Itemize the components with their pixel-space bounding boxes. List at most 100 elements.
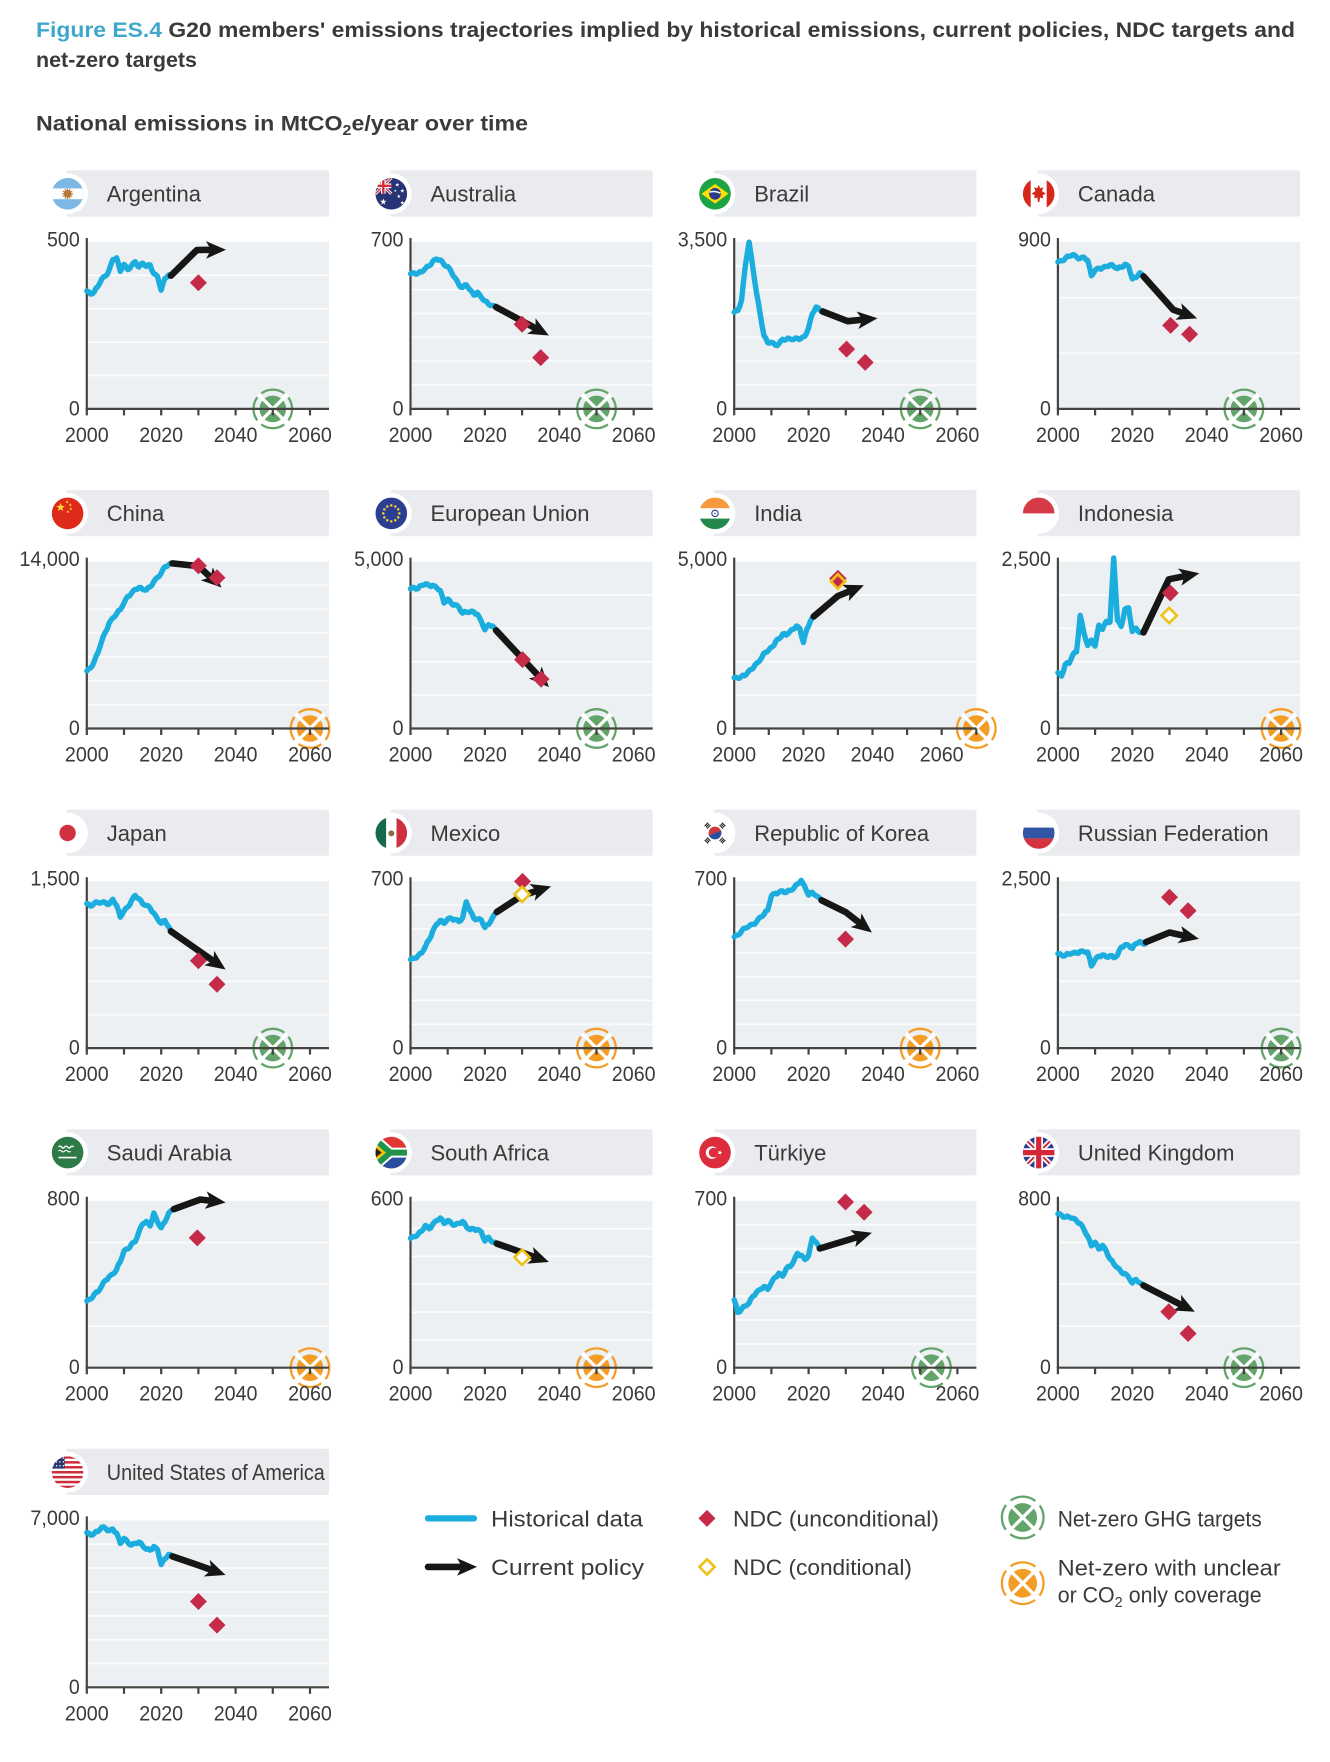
svg-text:700: 700 — [694, 867, 727, 891]
svg-text:0: 0 — [69, 1675, 80, 1699]
svg-text:2040: 2040 — [537, 1062, 581, 1086]
svg-text:2060: 2060 — [1259, 1382, 1303, 1406]
svg-text:2040: 2040 — [1185, 1382, 1229, 1406]
svg-text:2000: 2000 — [65, 1062, 109, 1086]
svg-text:2040: 2040 — [851, 743, 895, 767]
svg-text:2000: 2000 — [712, 423, 756, 447]
svg-text:Japan: Japan — [107, 821, 167, 846]
svg-text:2060: 2060 — [288, 743, 332, 767]
svg-text:2000: 2000 — [389, 423, 433, 447]
svg-text:2060: 2060 — [612, 1382, 656, 1406]
svg-text:2040: 2040 — [1185, 1062, 1229, 1086]
svg-text:2040: 2040 — [214, 1382, 258, 1406]
svg-text:2020: 2020 — [1110, 423, 1154, 447]
svg-text:1,500: 1,500 — [30, 867, 79, 891]
svg-text:2020: 2020 — [463, 1062, 507, 1086]
svg-text:0: 0 — [69, 1036, 80, 1060]
svg-text:2020: 2020 — [787, 1382, 831, 1406]
svg-text:2040: 2040 — [1185, 743, 1229, 767]
svg-text:2000: 2000 — [1036, 1382, 1080, 1406]
svg-text:5,000: 5,000 — [354, 547, 403, 571]
svg-text:2040: 2040 — [861, 1382, 905, 1406]
svg-text:2020: 2020 — [463, 743, 507, 767]
svg-text:2040: 2040 — [537, 1382, 581, 1406]
svg-text:2000: 2000 — [712, 1382, 756, 1406]
svg-text:2040: 2040 — [214, 1701, 258, 1725]
svg-text:14,000: 14,000 — [19, 547, 79, 571]
svg-text:2040: 2040 — [214, 1062, 258, 1086]
svg-text:2020: 2020 — [463, 1382, 507, 1406]
svg-text:600: 600 — [371, 1186, 404, 1210]
svg-text:0: 0 — [716, 396, 727, 420]
svg-text:2000: 2000 — [712, 743, 756, 767]
svg-text:2060: 2060 — [288, 1062, 332, 1086]
svg-text:2000: 2000 — [65, 743, 109, 767]
svg-text:net-zero targets: net-zero targets — [36, 48, 197, 72]
svg-text:2060: 2060 — [612, 1062, 656, 1086]
svg-text:2060: 2060 — [612, 423, 656, 447]
svg-text:2040: 2040 — [214, 423, 258, 447]
svg-text:0: 0 — [69, 396, 80, 420]
svg-text:700: 700 — [371, 228, 404, 252]
svg-text:2020: 2020 — [1110, 1382, 1154, 1406]
svg-text:2060: 2060 — [936, 423, 980, 447]
svg-text:2000: 2000 — [389, 1382, 433, 1406]
svg-text:2000: 2000 — [65, 1382, 109, 1406]
svg-text:0: 0 — [716, 1036, 727, 1060]
svg-text:2020: 2020 — [139, 743, 183, 767]
svg-text:800: 800 — [1018, 1186, 1051, 1210]
svg-text:Australia: Australia — [431, 182, 517, 207]
svg-text:0: 0 — [1040, 1355, 1051, 1379]
svg-text:Canada: Canada — [1078, 182, 1156, 207]
svg-text:2000: 2000 — [1036, 743, 1080, 767]
svg-text:2020: 2020 — [782, 743, 826, 767]
svg-text:0: 0 — [69, 716, 80, 740]
svg-text:2020: 2020 — [139, 1701, 183, 1725]
svg-text:2000: 2000 — [65, 423, 109, 447]
svg-text:Argentina: Argentina — [107, 182, 202, 207]
svg-text:Türkiye: Türkiye — [754, 1140, 826, 1165]
svg-text:2040: 2040 — [214, 743, 258, 767]
svg-text:Saudi Arabia: Saudi Arabia — [107, 1140, 233, 1165]
svg-text:0: 0 — [393, 1355, 404, 1379]
svg-text:2020: 2020 — [787, 423, 831, 447]
svg-text:0: 0 — [716, 1355, 727, 1379]
svg-text:2000: 2000 — [712, 1062, 756, 1086]
svg-text:700: 700 — [694, 1186, 727, 1210]
svg-text:Mexico: Mexico — [431, 821, 501, 846]
svg-text:2060: 2060 — [612, 743, 656, 767]
svg-text:500: 500 — [47, 228, 80, 252]
svg-text:Republic of Korea: Republic of Korea — [754, 821, 930, 846]
svg-text:0: 0 — [716, 716, 727, 740]
svg-text:NDC (unconditional): NDC (unconditional) — [733, 1506, 939, 1531]
svg-text:7,000: 7,000 — [30, 1506, 79, 1530]
svg-text:2020: 2020 — [1110, 1062, 1154, 1086]
svg-text:Net-zero GHG targets: Net-zero GHG targets — [1058, 1506, 1262, 1531]
svg-text:2060: 2060 — [288, 1701, 332, 1725]
svg-text:2060: 2060 — [1259, 423, 1303, 447]
svg-text:2020: 2020 — [1110, 743, 1154, 767]
svg-text:3,500: 3,500 — [678, 228, 727, 252]
svg-text:2020: 2020 — [139, 1062, 183, 1086]
svg-text:United States of America: United States of America — [107, 1460, 326, 1485]
svg-text:0: 0 — [1040, 716, 1051, 740]
svg-text:2060: 2060 — [1259, 743, 1303, 767]
svg-text:2,500: 2,500 — [1002, 867, 1051, 891]
svg-text:0: 0 — [393, 716, 404, 740]
svg-text:2060: 2060 — [936, 1382, 980, 1406]
svg-text:2060: 2060 — [920, 743, 964, 767]
svg-text:Current policy: Current policy — [491, 1555, 644, 1580]
svg-text:0: 0 — [69, 1355, 80, 1379]
svg-text:Net-zero with unclear: Net-zero with unclear — [1058, 1556, 1281, 1581]
svg-text:2,500: 2,500 — [1002, 547, 1051, 571]
svg-text:2060: 2060 — [1259, 1062, 1303, 1086]
svg-text:Russian Federation: Russian Federation — [1078, 821, 1269, 846]
svg-text:0: 0 — [1040, 1036, 1051, 1060]
svg-text:2020: 2020 — [463, 423, 507, 447]
svg-text:2020: 2020 — [787, 1062, 831, 1086]
svg-text:2000: 2000 — [1036, 423, 1080, 447]
svg-text:700: 700 — [371, 867, 404, 891]
svg-text:800: 800 — [47, 1186, 80, 1210]
svg-text:2040: 2040 — [537, 743, 581, 767]
svg-text:South Africa: South Africa — [431, 1140, 550, 1165]
